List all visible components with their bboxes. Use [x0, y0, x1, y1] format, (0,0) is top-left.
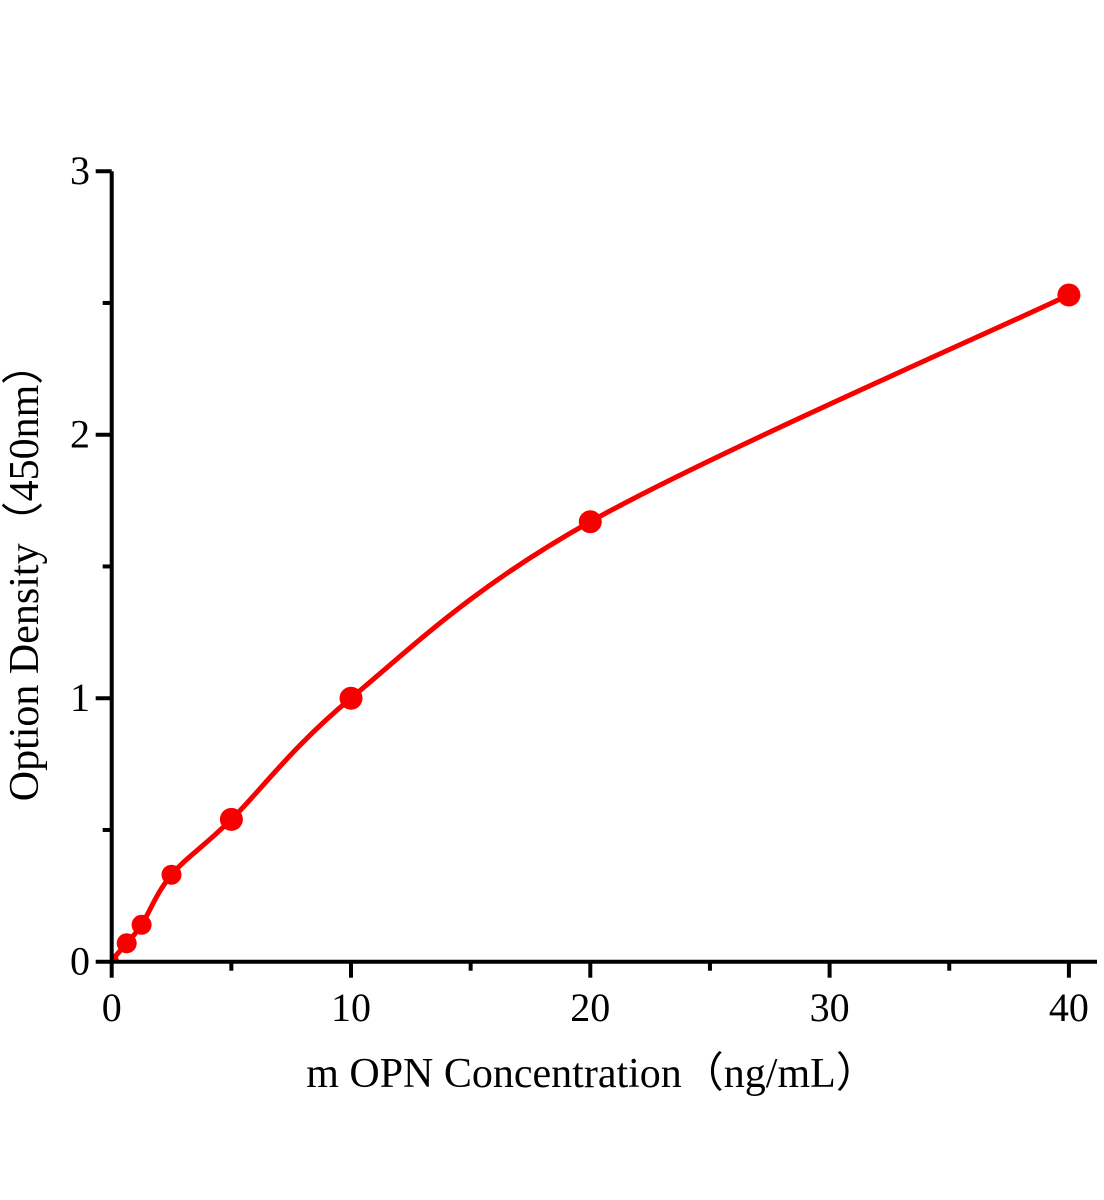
data-point: [131, 914, 152, 935]
data-point: [116, 933, 137, 954]
data-point: [339, 686, 363, 710]
data-point: [219, 807, 243, 831]
tick-label-layer: 0 10 20 30 40 0 1 2 3: [70, 148, 1089, 1030]
x-tick-label: 40: [1049, 985, 1089, 1030]
y-tick-label: 3: [70, 148, 90, 193]
y-tick-label: 0: [70, 939, 90, 984]
axes-layer: [95, 169, 1097, 978]
x-tick-label: 20: [570, 985, 610, 1030]
y-axis-title: Option Density（450nm）: [2, 343, 48, 802]
data-series-layer: [111, 283, 1081, 962]
data-point: [1057, 283, 1081, 307]
x-axis-title: m OPN Concentration（ng/mL）: [306, 1051, 878, 1097]
data-point: [161, 864, 182, 885]
y-tick-label: 2: [70, 412, 90, 457]
x-tick-label: 30: [810, 985, 850, 1030]
data-point: [578, 510, 602, 534]
standard-curve-line: [111, 292, 1072, 962]
y-tick-label: 1: [70, 675, 90, 720]
x-tick-label: 0: [102, 985, 122, 1030]
x-tick-label: 10: [331, 985, 371, 1030]
